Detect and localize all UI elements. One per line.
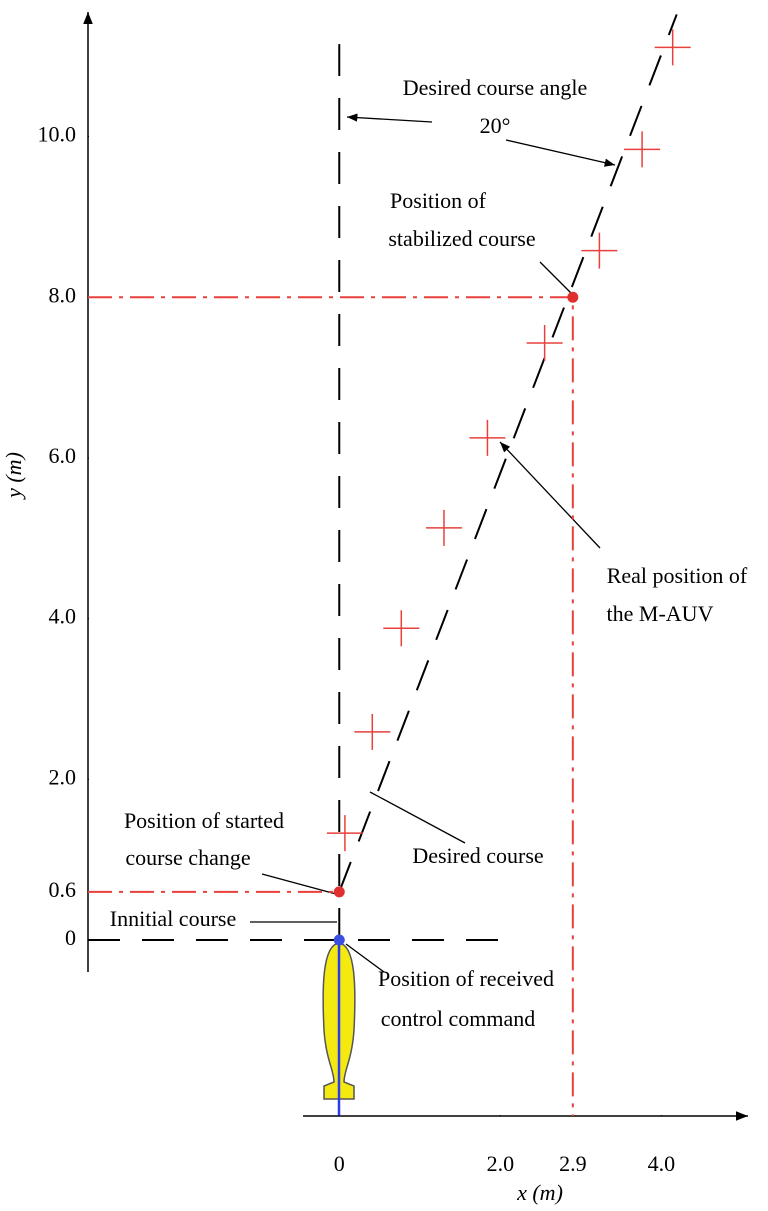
annotation: 20° [480,113,511,138]
x-tick-label: 4.0 [648,1151,676,1176]
annotation: Real position of [607,563,748,588]
point [333,886,345,898]
x-tick-label: 0 [334,1151,345,1176]
annotation: stabilized course [388,226,535,251]
annotation: control command [381,1006,536,1031]
cross-marker [581,232,618,269]
y-axis-label: y (m) [1,452,26,500]
y-tick-label: 10.0 [38,122,77,147]
annotation: Desired course [412,843,543,868]
line [338,14,678,893]
cross-marker [469,419,506,456]
y-tick-label: 2.0 [49,764,77,789]
annotation: Innitial course [110,906,236,931]
point [567,291,579,303]
annotation: course change [125,845,250,870]
annotation: Desired course angle [403,75,587,100]
cross-marker [624,131,661,168]
plot-area [88,14,691,1116]
y-tick-label: 6.0 [49,443,77,468]
point [333,934,345,946]
annotation: Position of received [378,966,554,991]
y-tick-label: 0.6 [49,877,77,902]
x-tick-label: 2.0 [487,1151,515,1176]
annotation: the M-AUV [607,601,714,626]
cross-marker [383,610,420,647]
cross-marker [526,325,563,362]
annotation: Position of [390,188,487,213]
cross-marker [326,815,363,852]
x-axis-label: x (m) [516,1180,563,1205]
annotation: Position of started [124,808,284,833]
y-tick-label: 4.0 [49,604,77,629]
cross-marker [354,713,391,750]
cross-marker [425,509,462,546]
cross-marker [654,29,691,66]
submarine [322,940,356,1116]
y-tick-label: 8.0 [49,282,77,307]
pointers [250,113,616,973]
y-tick-label: 0 [65,925,76,950]
x-tick-label: 2.9 [559,1151,587,1176]
